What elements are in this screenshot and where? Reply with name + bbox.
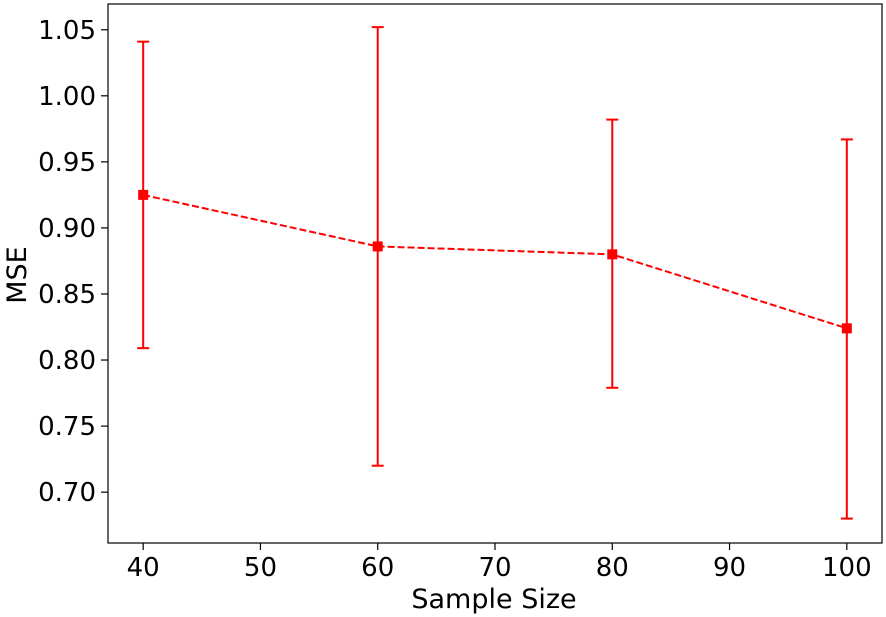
x-tick-label: 90 bbox=[713, 553, 746, 583]
y-tick-label: 0.75 bbox=[38, 412, 96, 442]
data-point-marker bbox=[607, 249, 618, 260]
x-tick-label: 50 bbox=[244, 553, 277, 583]
data-point-marker bbox=[841, 323, 852, 334]
y-tick-label: 1.05 bbox=[38, 16, 96, 46]
x-tick-label: 40 bbox=[127, 553, 160, 583]
x-axis-label: Sample Size bbox=[411, 584, 576, 615]
y-tick-label: 0.80 bbox=[38, 346, 96, 376]
data-point-marker bbox=[138, 189, 149, 200]
x-tick-label: 60 bbox=[361, 553, 394, 583]
series-line bbox=[142, 193, 848, 330]
x-tick-label: 100 bbox=[822, 553, 872, 583]
y-tick-label: 0.85 bbox=[38, 280, 96, 310]
axes-layer: 40 50 60 70 80 90 100 0.70 0.75 0.80 0.85 0.90 0.95 1… bbox=[38, 3, 883, 583]
x-tick-label: 70 bbox=[478, 553, 511, 583]
y-tick-label: 0.95 bbox=[38, 148, 96, 178]
plot-layer bbox=[137, 26, 853, 520]
y-tick-label: 1.00 bbox=[38, 82, 96, 112]
data-point-marker bbox=[372, 241, 383, 252]
y-tick-label: 0.70 bbox=[38, 478, 96, 508]
y-tick-label: 0.90 bbox=[38, 214, 96, 244]
y-axis-label: MSE bbox=[2, 246, 33, 304]
x-tick-label: 80 bbox=[596, 553, 629, 583]
